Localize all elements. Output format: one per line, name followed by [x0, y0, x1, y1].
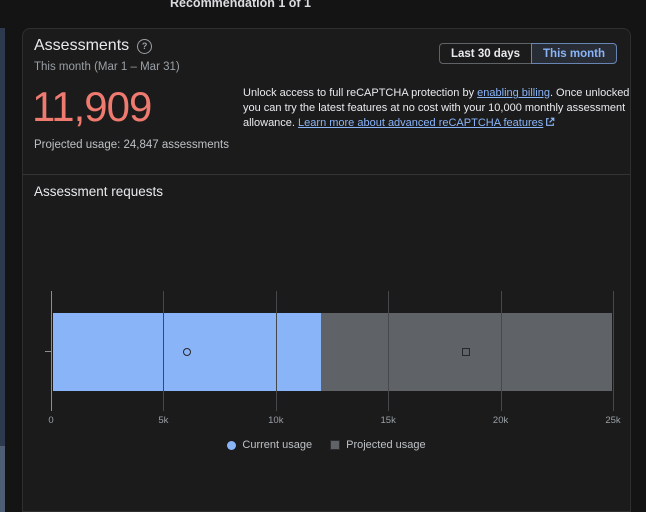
scrollbar-thumb[interactable]	[0, 446, 5, 512]
projected-usage-swatch-icon	[330, 440, 341, 450]
enabling-billing-link[interactable]: enabling billing	[477, 87, 550, 99]
last-30-days-button[interactable]: Last 30 days	[438, 43, 532, 64]
side-panel-edge	[0, 28, 5, 512]
legend-label: Current usage	[242, 439, 313, 451]
gridline	[388, 291, 390, 411]
y-axis-tick	[45, 351, 52, 352]
x-axis-labels: 0 5k 10k 15k 20k 25k	[48, 415, 620, 427]
help-icon[interactable]: ?	[137, 38, 153, 54]
projected-usage-text: Projected usage: 24,847 assessments	[34, 139, 229, 151]
card-section-divider	[23, 174, 630, 175]
gridline	[613, 291, 614, 411]
assessments-metric-value: 11,909	[32, 83, 152, 130]
card-title: Assessments	[34, 37, 130, 54]
current-usage-marker-icon	[182, 348, 191, 356]
card-subtitle: This month (Mar 1 – Mar 31)	[34, 61, 180, 73]
legend-item-current-usage[interactable]: Current usage	[227, 439, 312, 451]
x-tick-label: 25k	[605, 415, 621, 426]
plot-area	[45, 291, 615, 411]
x-tick-label: 15k	[380, 415, 396, 426]
projected-usage-bar-segment[interactable]	[320, 313, 612, 391]
chart-legend: Current usage Projected usage	[23, 437, 630, 453]
unlock-message: Unlock access to full reCAPTCHA protecti…	[243, 86, 635, 131]
chart-title: Assessment requests	[34, 184, 164, 199]
x-tick-label: 0	[48, 415, 54, 426]
projected-usage-marker-icon	[462, 348, 471, 356]
legend-label: Projected usage	[346, 439, 426, 451]
unlock-text-part2: . Once unlocked you can try the latest f…	[243, 87, 630, 129]
open-in-new-icon	[546, 117, 555, 126]
this-month-button[interactable]: This month	[531, 43, 617, 64]
recommendation-counter: Recommendation 1 of 1	[170, 0, 311, 10]
unlock-text-part1: Unlock access to full reCAPTCHA protecti…	[243, 87, 478, 99]
x-tick-label: 10k	[268, 415, 284, 426]
gridline	[500, 291, 502, 411]
usage-bar	[53, 313, 615, 391]
x-tick-label: 20k	[492, 415, 509, 426]
assessments-card-header: Assessments ?	[34, 37, 153, 55]
gridline	[275, 291, 277, 411]
assessments-card: Assessments ? This month (Mar 1 – Mar 31…	[22, 28, 631, 512]
gridline	[163, 291, 165, 411]
x-tick-label: 5k	[158, 415, 169, 426]
current-usage-bar-segment[interactable]	[53, 313, 321, 391]
current-usage-swatch-icon	[227, 440, 237, 450]
legend-item-projected-usage[interactable]: Projected usage	[330, 439, 426, 451]
learn-more-link[interactable]: Learn more about advanced reCAPTCHA feat…	[298, 117, 555, 129]
time-range-toggle: Last 30 days This month	[438, 43, 617, 64]
